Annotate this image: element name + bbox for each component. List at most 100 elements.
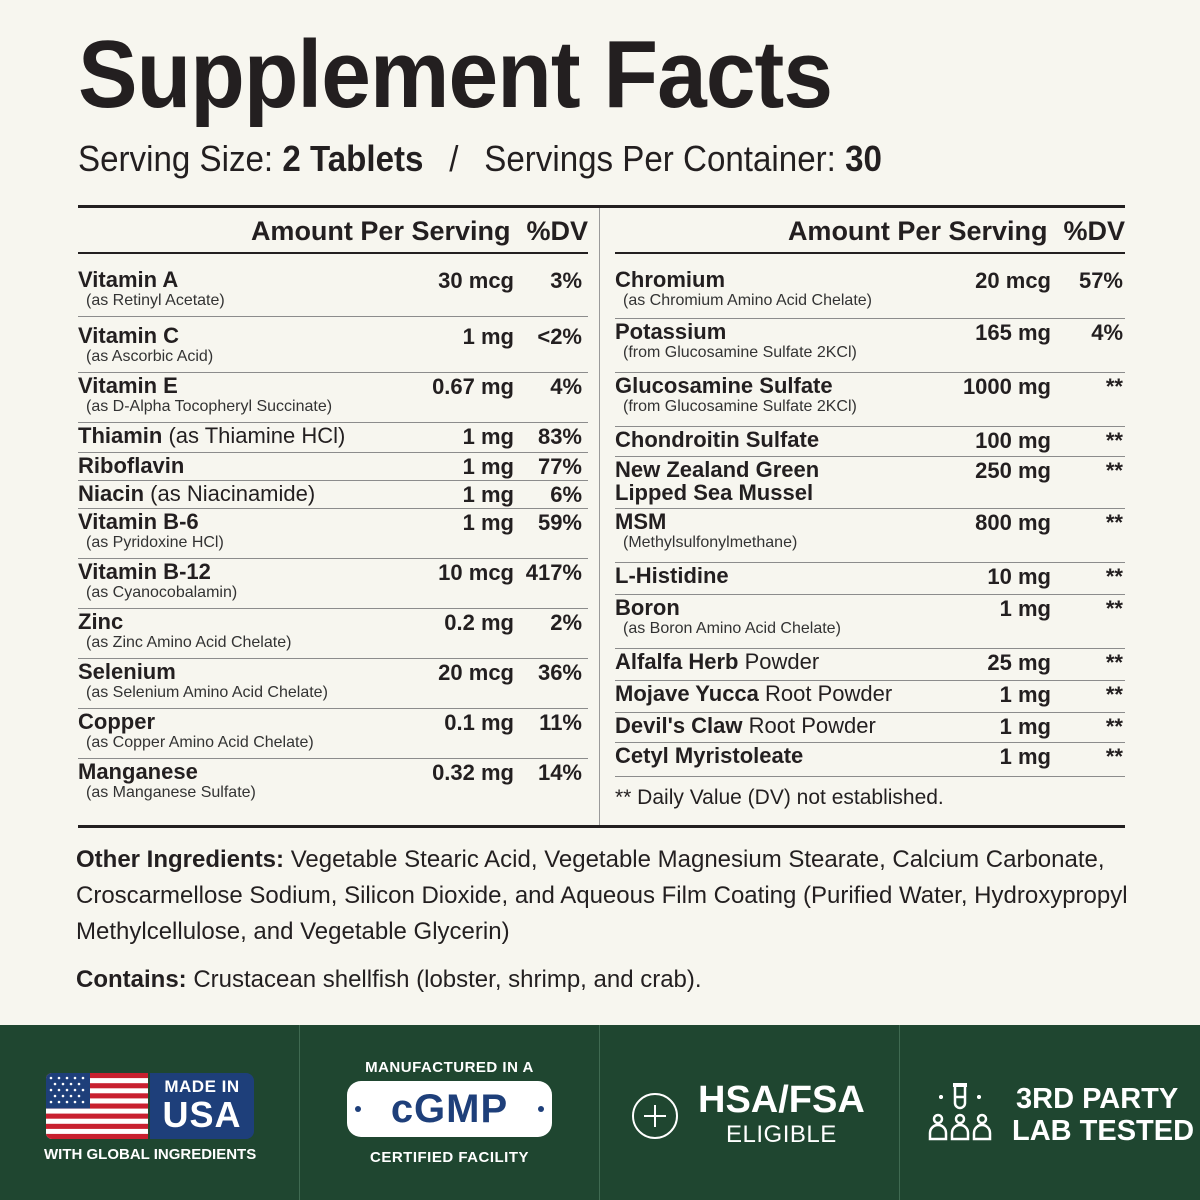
nutrient-source: (Methylsulfonylmethane) xyxy=(623,534,798,551)
nutrient-amount: 1 mg xyxy=(999,596,1051,621)
nutrient-name: New Zealand Green xyxy=(615,458,819,482)
serving-size-value: 2 Tablets xyxy=(282,138,424,179)
nutrient-amount: 30 mcg xyxy=(438,268,514,293)
nutrient-row: Zinc (as Zinc Amino Acid Chelate) 0.2 mg 2% xyxy=(78,608,588,659)
facts-panel: Amount Per Serving %DV Vitamin A (as Retin… xyxy=(78,205,1125,828)
nutrient-amount: 1000 mg xyxy=(962,374,1051,399)
nutrient-name-bold: Boron xyxy=(615,595,680,620)
left-column-header: Amount Per Serving %DV xyxy=(251,216,588,247)
nutrient-amount: 165 mg xyxy=(975,320,1051,345)
global-ingredients-text: WITH GLOBAL INGREDIENTS xyxy=(44,1146,257,1163)
nutrient-name: Manganese xyxy=(78,760,198,784)
page-title: Supplement Facts xyxy=(78,21,833,128)
nutrient-row: Vitamin C (as Ascorbic Acid) 1 mg <2% xyxy=(78,322,588,373)
dv-footnote: ** Daily Value (DV) not established. xyxy=(615,786,944,809)
nutrient-name: Zinc xyxy=(78,610,123,634)
nutrient-dv: 77% xyxy=(537,454,582,479)
nutrient-amount: 1 mg xyxy=(462,510,514,535)
nutrient-row: L-Histidine 10 mg ** xyxy=(615,562,1125,595)
dv-header: %DV xyxy=(526,216,588,246)
nutrient-row: Vitamin E (as D-Alpha Tocopheryl Succinat… xyxy=(78,372,588,423)
cgmp-badge: MANUFACTURED IN A cGMP CERTIFIED FACILIT… xyxy=(300,1025,599,1200)
nutrient-amount: 0.67 mg xyxy=(432,374,514,399)
serving-size-label: Serving Size: xyxy=(78,138,274,179)
nutrient-name-bold: Thiamin xyxy=(78,423,163,448)
nutrient-source: (as Cyanocobalamin) xyxy=(86,584,238,601)
contains-label: Contains: xyxy=(76,966,187,993)
badge-separator xyxy=(899,1025,900,1200)
nutrient-name-bold: MSM xyxy=(615,509,667,534)
nutrient-name: Vitamin E xyxy=(78,374,178,398)
nutrient-dv: ** xyxy=(1105,458,1123,483)
nutrient-dv: ** xyxy=(1105,744,1123,769)
serving-separator: / xyxy=(449,138,459,179)
nutrient-dv: ** xyxy=(1105,650,1123,675)
nutrient-amount: 10 mg xyxy=(987,564,1051,589)
nutrient-source: (as Retinyl Acetate) xyxy=(86,292,225,309)
badge-separator xyxy=(299,1025,300,1200)
cgmp-pill: cGMP xyxy=(347,1081,552,1137)
nutrient-source: Lipped Sea Mussel xyxy=(615,480,814,505)
nutrient-name-bold: Selenium xyxy=(78,659,176,684)
usa-text: USA xyxy=(162,1094,242,1135)
nutrient-dv: 6% xyxy=(550,482,582,507)
nutrient-name: Vitamin A xyxy=(78,268,178,292)
serving-info: Serving Size: 2 Tablets / Servings Per C… xyxy=(78,138,882,180)
nutrient-row: Thiamin (as Thiamine HCl) 1 mg 83% xyxy=(78,422,588,453)
nutrient-source: (from Glucosamine Sulfate 2KCl) xyxy=(623,398,857,415)
column-divider xyxy=(599,208,600,825)
nutrient-name: Chromium xyxy=(615,268,725,292)
nutrient-name-bold: Glucosamine Sulfate xyxy=(615,373,833,398)
nutrient-name-detail: Root Powder xyxy=(742,713,876,738)
nutrient-source: (as Copper Amino Acid Chelate) xyxy=(86,734,314,751)
made-in-usa-badge: MADE IN USA WITH GLOBAL INGREDIENTS xyxy=(0,1025,299,1200)
nutrient-name: Niacin (as Niacinamide) xyxy=(78,482,315,506)
nutrient-row: Mojave Yucca Root Powder 1 mg ** xyxy=(615,680,1125,713)
nutrient-dv: 4% xyxy=(550,374,582,399)
us-flag-icon xyxy=(46,1073,148,1139)
nutrient-dv: 4% xyxy=(1091,320,1123,345)
nutrient-dv: ** xyxy=(1105,596,1123,621)
allergen-contains: Contains: Crustacean shellfish (lobster,… xyxy=(76,962,702,998)
nutrient-amount: 10 mcg xyxy=(438,560,514,585)
nutrient-name-bold: Vitamin A xyxy=(78,267,179,292)
nutrient-row: Glucosamine Sulfate (from Glucosamine Sul… xyxy=(615,372,1125,427)
eligible-text: ELIGIBLE xyxy=(726,1121,837,1148)
nutrient-dv: 59% xyxy=(537,510,582,535)
nutrient-name: Glucosamine Sulfate xyxy=(615,374,833,398)
badge-separator xyxy=(599,1025,600,1200)
servings-per-container-label: Servings Per Container: xyxy=(484,138,836,179)
nutrient-row: Manganese (as Manganese Sulfate) 0.32 mg 14… xyxy=(78,758,588,808)
nutrient-amount: 1 mg xyxy=(462,324,514,349)
nutrient-amount: 0.32 mg xyxy=(432,760,514,785)
nutrient-row: Niacin (as Niacinamide) 1 mg 6% xyxy=(78,480,588,509)
nutrient-name: Potassium xyxy=(615,320,726,344)
nutrient-amount: 1 mg xyxy=(462,482,514,507)
nutrient-row: Potassium (from Glucosamine Sulfate 2KCl)… xyxy=(615,318,1125,373)
nutrient-amount: 1 mg xyxy=(999,744,1051,769)
nutrient-amount: 20 mcg xyxy=(975,268,1051,293)
nutrient-row: Vitamin B-6 (as Pyridoxine HCl) 1 mg 59% xyxy=(78,508,588,559)
nutrient-source: (as Zinc Amino Acid Chelate) xyxy=(86,634,292,651)
nutrient-name-bold: Chondroitin Sulfate xyxy=(615,427,820,452)
nutrient-amount: 1 mg xyxy=(999,714,1051,739)
other-ingredients-text: Vegetable Stearic Acid, Vegetable Magnes… xyxy=(76,846,1128,945)
nutrient-source: (as Selenium Amino Acid Chelate) xyxy=(86,684,328,701)
hsa-fsa-badge: HSA/FSA ELIGIBLE xyxy=(600,1025,899,1200)
nutrient-name: Chondroitin Sulfate xyxy=(615,428,819,452)
nutrient-dv: 14% xyxy=(537,760,582,785)
made-in-text: MADE IN xyxy=(164,1077,240,1096)
nutrient-name-bold: Zinc xyxy=(78,609,124,634)
nutrient-row: Alfalfa Herb Powder 25 mg ** xyxy=(615,648,1125,681)
nutrient-row: Cetyl Myristoleate 1 mg ** xyxy=(615,742,1125,777)
nutrient-dv: 57% xyxy=(1078,268,1123,293)
nutrient-amount: 800 mg xyxy=(975,510,1051,535)
nutrient-name: Devil's Claw Root Powder xyxy=(615,714,876,738)
contains-text: Crustacean shellfish (lobster, shrimp, a… xyxy=(186,966,702,993)
nutrient-row: MSM (Methylsulfonylmethane) 800 mg ** xyxy=(615,508,1125,563)
nutrient-dv: ** xyxy=(1105,682,1123,707)
nutrient-dv: ** xyxy=(1105,510,1123,535)
nutrient-amount: 1 mg xyxy=(462,424,514,449)
pill-dot-icon xyxy=(355,1106,361,1112)
nutrient-name: Vitamin B-12 xyxy=(78,560,211,584)
